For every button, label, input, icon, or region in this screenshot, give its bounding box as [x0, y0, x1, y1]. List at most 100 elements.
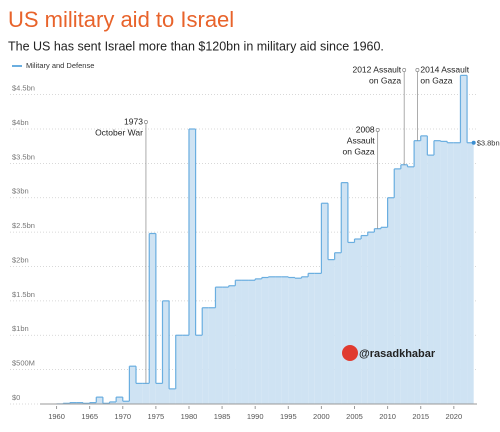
area-step	[188, 129, 196, 404]
watermark: @rasadkhabar	[359, 348, 436, 360]
x-tick-label: 1985	[214, 412, 231, 421]
annotation-dot	[402, 68, 407, 72]
y-tick-label: $1bn	[12, 324, 29, 333]
annotation-dot	[415, 68, 420, 72]
area-step	[122, 401, 130, 404]
area-step	[427, 155, 434, 404]
chart-subtitle: The US has sent Israel more than $120bn …	[8, 39, 384, 53]
area-step	[288, 277, 295, 404]
area-step	[142, 383, 150, 404]
annotation-text: 1973	[124, 116, 143, 126]
area-step	[361, 235, 368, 404]
area-step	[380, 227, 388, 404]
area-step	[447, 142, 454, 404]
area-step	[308, 273, 315, 404]
annotation-dot	[375, 128, 380, 132]
x-tick-label: 2000	[313, 412, 330, 421]
area-step	[235, 280, 242, 404]
end-label: $3.8bn	[477, 139, 500, 148]
area-step	[440, 141, 448, 404]
area-step	[69, 402, 77, 404]
y-tick-label: $3.5bn	[12, 152, 35, 161]
watermark-logo	[342, 345, 358, 361]
annotation-text: 2014 Assault	[420, 64, 469, 74]
area-step	[341, 182, 348, 404]
y-tick-label: $2bn	[12, 255, 29, 264]
area-step	[374, 228, 381, 404]
area-step	[96, 397, 103, 404]
area-step	[109, 401, 117, 404]
area-step	[89, 402, 97, 404]
annotation-dot	[143, 120, 148, 124]
area-step	[407, 166, 415, 404]
area-step	[281, 276, 289, 404]
annotation-text: 2008	[356, 124, 375, 134]
area-step	[261, 277, 269, 404]
area-step	[195, 335, 203, 404]
x-tick-label: 1995	[280, 412, 297, 421]
annotation-text: on Gaza	[369, 75, 401, 85]
area-step	[76, 402, 84, 404]
annotation-text: 2012 Assault	[352, 64, 401, 74]
area-step	[433, 140, 441, 404]
area-step	[116, 397, 123, 404]
area-step	[129, 366, 137, 404]
area-step	[136, 383, 143, 404]
area-step	[228, 285, 236, 404]
area-step	[387, 197, 395, 404]
area-step	[255, 278, 262, 404]
y-tick-label: $0	[12, 393, 20, 402]
area-step	[314, 273, 322, 404]
annotation-text: on Gaza	[420, 75, 452, 85]
annotation-text: October War	[95, 127, 143, 137]
legend-label: Military and Defense	[26, 61, 94, 70]
y-tick-label: $2.5bn	[12, 221, 35, 230]
y-tick-label: $4bn	[12, 118, 29, 127]
area-step	[394, 168, 401, 404]
y-tick-label: $1.5bn	[12, 290, 35, 299]
area-step	[460, 75, 468, 404]
x-tick-label: 2015	[412, 412, 429, 421]
area-step	[268, 276, 276, 404]
area-step	[467, 142, 474, 404]
x-tick-label: 2005	[346, 412, 363, 421]
x-tick-label: 1970	[114, 412, 131, 421]
area-step	[414, 140, 421, 404]
area-step	[215, 287, 223, 404]
area-step	[275, 276, 282, 404]
end-dot	[471, 140, 476, 145]
area-step	[301, 276, 309, 404]
area-step	[294, 278, 302, 404]
area-step	[453, 142, 461, 404]
area-step	[367, 232, 375, 404]
area-step	[222, 287, 229, 404]
annotation-text: Assault	[347, 135, 376, 145]
x-tick-label: 2010	[379, 412, 396, 421]
y-tick-label: $4.5bn	[12, 84, 35, 93]
x-tick-label: 1965	[81, 412, 98, 421]
x-tick-label: 1960	[48, 412, 65, 421]
area-step	[182, 335, 189, 404]
area-step	[208, 307, 216, 404]
chart-title: US military aid to Israel	[8, 7, 234, 32]
area-step	[149, 233, 156, 404]
y-tick-label: $500M	[12, 359, 35, 368]
area-step	[162, 300, 170, 404]
area-step	[175, 335, 183, 404]
x-tick-label: 1980	[181, 412, 198, 421]
x-tick-label: 2020	[445, 412, 462, 421]
area-step	[420, 135, 428, 404]
x-tick-label: 1975	[148, 412, 165, 421]
area-step	[241, 280, 249, 404]
area-step	[354, 239, 362, 404]
area-step	[155, 383, 163, 404]
area-step	[169, 388, 176, 404]
area-step	[321, 203, 329, 404]
area-step	[248, 280, 256, 404]
area-step	[202, 307, 209, 404]
area-step	[334, 252, 342, 404]
annotation-text: on Gaza	[343, 146, 375, 156]
x-tick-label: 1990	[247, 412, 264, 421]
area-step	[347, 242, 355, 404]
